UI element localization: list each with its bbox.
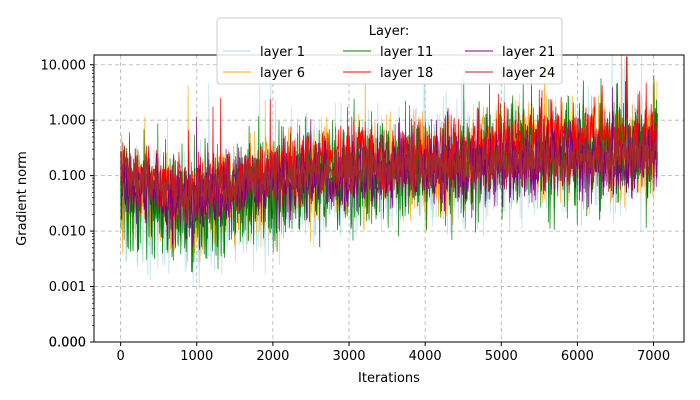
- y-tick-label: 0.100: [49, 169, 86, 184]
- legend-title: Layer:: [369, 24, 409, 39]
- x-tick-label: 5000: [485, 349, 518, 364]
- legend-label: layer 11: [380, 45, 433, 60]
- x-tick-label: 1000: [180, 349, 213, 364]
- legend-label: layer 24: [502, 66, 555, 81]
- legend-entries: layer 1 layer 6 layer 11 layer 18 layer 21 la…: [223, 45, 555, 81]
- legend-label: layer 1: [260, 45, 305, 60]
- legend-label: layer 18: [380, 66, 433, 81]
- legend-label: layer 21: [502, 45, 555, 60]
- y-tick-label: 10.000: [41, 58, 87, 73]
- y-tick-label: 0.001: [49, 280, 86, 295]
- y-axis-label: Gradient norm: [15, 151, 30, 246]
- x-tick-label: 2000: [256, 349, 289, 364]
- axis-ticks: 0 1000 2000 3000 4000 5000 6000 70000.0000.0000…: [41, 58, 671, 364]
- y-tick-label: 0.010: [49, 225, 86, 240]
- y-tick-label: 1.000: [49, 114, 86, 129]
- series-line-layer-24: [120, 113, 658, 224]
- legend-label: layer 6: [260, 66, 305, 81]
- y-tick-label: 0.000: [49, 336, 86, 351]
- legend-box: [216, 17, 563, 85]
- x-tick-label: 3000: [332, 349, 365, 364]
- x-tick-label: 6000: [561, 349, 594, 364]
- x-tick-label: 0: [117, 349, 125, 364]
- x-tick-label: 4000: [409, 349, 442, 364]
- x-tick-label: 7000: [637, 349, 670, 364]
- x-axis-label: Iterations: [358, 371, 420, 386]
- series-group: [120, 55, 658, 289]
- y-tick-label: 0.000: [49, 336, 86, 351]
